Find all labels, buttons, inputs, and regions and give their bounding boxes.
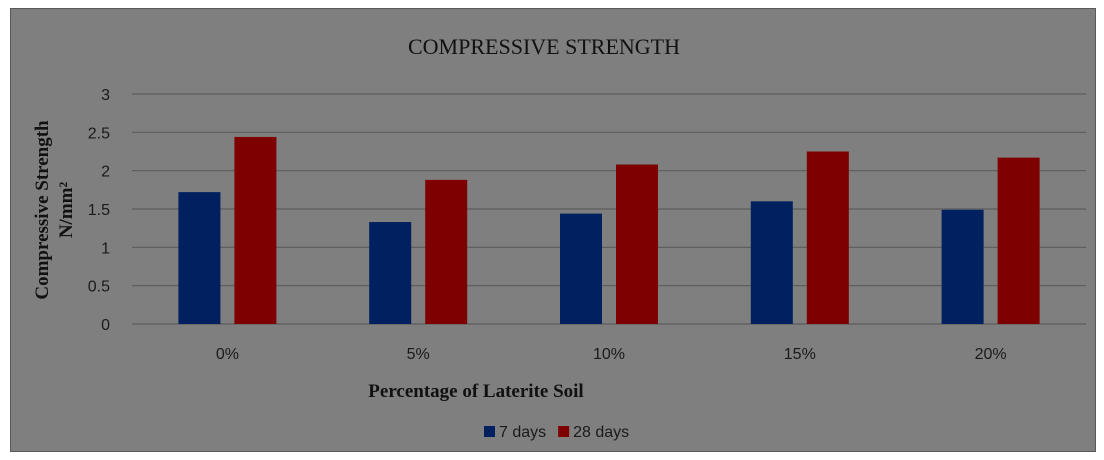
y-tick-label: 2.5 [88, 125, 110, 142]
chart-title: COMPRESSIVE STRENGTH [408, 34, 680, 59]
legend-swatch [484, 426, 495, 437]
bar [806, 151, 849, 324]
y-tick-label: 3 [101, 87, 110, 104]
y-tick-label: 0 [101, 317, 110, 334]
bar [234, 136, 277, 324]
bar [941, 209, 984, 324]
gridlines [132, 93, 1086, 325]
bar [750, 201, 793, 324]
legend-label: 7 days [499, 424, 546, 441]
y-tick-label: 1.5 [88, 202, 110, 219]
x-tick-label: 15% [784, 346, 816, 363]
bar [369, 222, 412, 324]
bar [178, 192, 221, 324]
legend-label: 28 days [573, 424, 629, 441]
y-tick-labels: 0 0.5 1 1.5 2 2.5 3 [88, 87, 110, 334]
y-axis-title-line2: N/mm² [56, 182, 77, 239]
bars [178, 136, 1040, 324]
bar [997, 157, 1040, 324]
x-tick-label: 0% [216, 346, 239, 363]
x-axis-title: Percentage of Laterite Soil [368, 381, 583, 402]
x-tick-labels: 0% 5% 10% 15% 20% [216, 346, 1007, 363]
y-tick-label: 0.5 [88, 279, 110, 296]
legend-swatch [558, 426, 570, 437]
y-axis-title: Compressive Strength N/mm² [32, 120, 77, 300]
x-tick-label: 5% [407, 346, 430, 363]
x-tick-label: 20% [975, 346, 1007, 363]
legend: 7 days 28 days [484, 424, 629, 441]
bar [616, 164, 658, 324]
y-tick-label: 2 [101, 164, 110, 181]
bar [425, 179, 468, 324]
x-tick-label: 10% [593, 346, 625, 363]
bar [560, 213, 602, 324]
y-axis-title-line1: Compressive Strength [32, 120, 53, 300]
y-tick-label: 1 [101, 240, 110, 257]
